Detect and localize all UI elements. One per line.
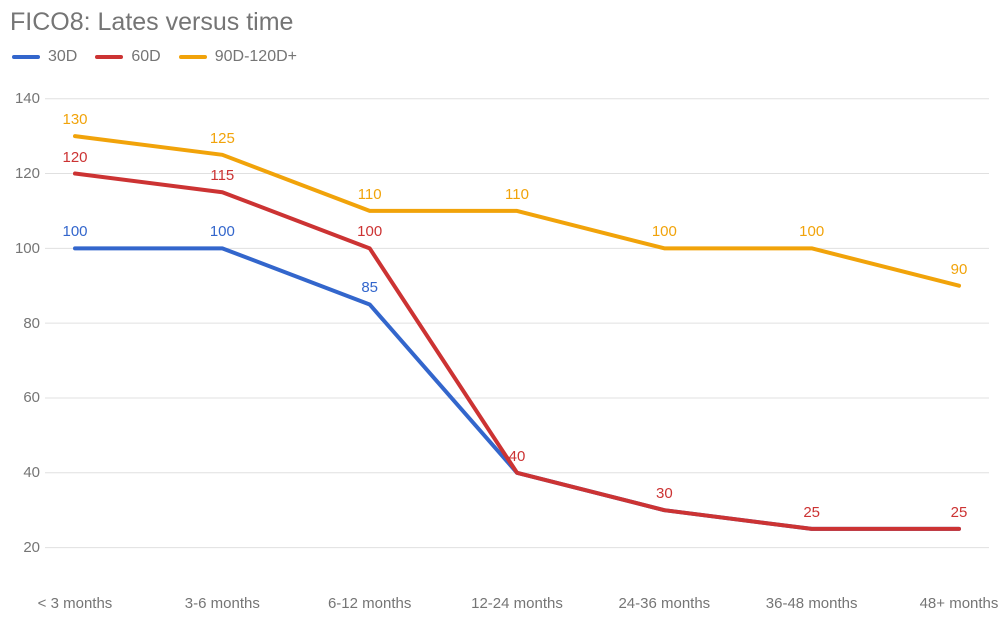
data-label: 100: [792, 223, 832, 240]
data-label: 100: [202, 223, 242, 240]
data-label: 120: [55, 149, 95, 166]
y-tick-label: 120: [10, 165, 40, 182]
chart-container: FICO8: Lates versus time 30D 60D 90D-120…: [0, 0, 999, 629]
y-tick-label: 40: [10, 464, 40, 481]
x-tick-label: 24-36 months: [604, 595, 724, 612]
data-label: 100: [350, 223, 390, 240]
y-tick-label: 20: [10, 539, 40, 556]
x-tick-label: 6-12 months: [310, 595, 430, 612]
data-label: 110: [497, 186, 537, 203]
y-tick-label: 100: [10, 240, 40, 257]
data-label: 100: [644, 223, 684, 240]
x-tick-label: 12-24 months: [457, 595, 577, 612]
data-label: 85: [350, 279, 390, 296]
x-tick-label: < 3 months: [15, 595, 135, 612]
y-tick-label: 60: [10, 389, 40, 406]
data-label: 40: [497, 448, 537, 465]
data-label: 25: [939, 504, 979, 521]
x-tick-label: 3-6 months: [162, 595, 282, 612]
y-tick-label: 80: [10, 315, 40, 332]
data-label: 125: [202, 130, 242, 147]
data-label: 25: [792, 504, 832, 521]
x-tick-label: 48+ months: [899, 595, 999, 612]
plot-area: [0, 0, 999, 629]
data-label: 100: [55, 223, 95, 240]
data-label: 90: [939, 261, 979, 278]
data-label: 130: [55, 111, 95, 128]
data-label: 115: [202, 167, 242, 184]
x-tick-label: 36-48 months: [752, 595, 872, 612]
data-label: 30: [644, 485, 684, 502]
y-tick-label: 140: [10, 90, 40, 107]
data-label: 110: [350, 186, 390, 203]
